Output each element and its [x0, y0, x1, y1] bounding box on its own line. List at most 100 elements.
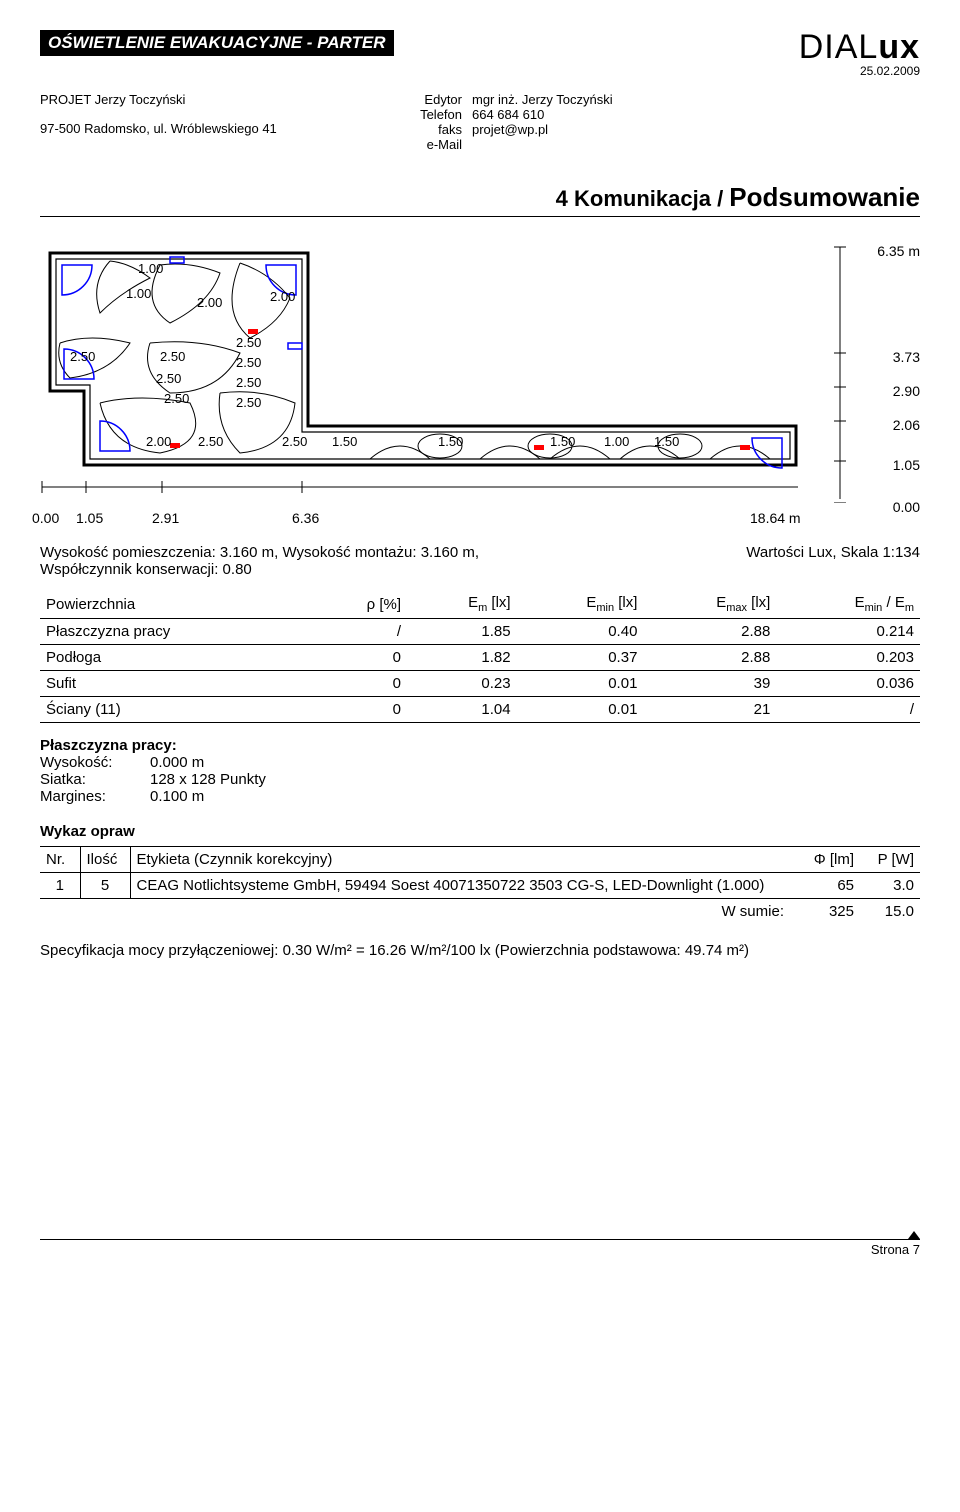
company: PROJET Jerzy Toczyński [40, 92, 400, 107]
luminaire-table: Nr.IlośćEtykieta (Czynnik korekcyjny)Φ [… [40, 846, 920, 924]
y-tick: 6.35 m [877, 243, 920, 259]
lum-qty: 5 [80, 873, 130, 899]
lum-nr: 1 [40, 873, 80, 899]
cell: Podłoga [40, 645, 314, 671]
svg-text:1.50: 1.50 [654, 434, 679, 449]
logo-light: DIAL [799, 28, 879, 66]
label-email: e-Mail [400, 137, 462, 152]
section-main: Podsumowanie [729, 182, 920, 212]
cell: Sufit [40, 671, 314, 697]
table-row: Ściany (11)01.040.0121/ [40, 697, 920, 723]
y-tick: 2.90 [893, 383, 920, 399]
table-row: Podłoga01.820.372.880.203 [40, 645, 920, 671]
specs-title: Płaszczyzna pracy: [40, 737, 920, 754]
label-phone: Telefon [400, 107, 462, 122]
contact-values: mgr inż. Jerzy Toczyński 664 684 610 pro… [462, 92, 613, 152]
lum-col: Ilość [80, 847, 130, 873]
editor: mgr inż. Jerzy Toczyński [472, 92, 613, 107]
header: OŚWIETLENIE EWAKUACYJNE - PARTER DIALux … [40, 30, 920, 78]
col-header: Emax [lx] [643, 590, 776, 619]
footer: Strona 7 [40, 1239, 920, 1257]
spec-label: Margines: [40, 788, 150, 805]
col-header: Emin [lx] [517, 590, 644, 619]
label-fax: faks [400, 122, 462, 137]
cell: Ściany (11) [40, 697, 314, 723]
svg-text:2.50: 2.50 [70, 349, 95, 364]
svg-text:2.50: 2.50 [236, 335, 261, 350]
power-spec: Specyfikacja mocy przyłączeniowej: 0.30 … [40, 942, 920, 959]
cell: 0.40 [517, 619, 644, 645]
table-row: Sufit00.230.01390.036 [40, 671, 920, 697]
x-tick: 18.64 m [750, 510, 801, 526]
cell: 0.01 [517, 671, 644, 697]
cell: 0 [314, 697, 407, 723]
svg-text:1.00: 1.00 [604, 434, 629, 449]
lum-sum: W sumie:32515.0 [40, 899, 920, 925]
cell: 21 [643, 697, 776, 723]
sum-label: W sumie: [40, 899, 790, 925]
meta-line: Wysokość pomieszczenia: 3.160 m, Wysokoś… [40, 544, 920, 578]
lum-col: P [W] [860, 847, 920, 873]
company-info: PROJET Jerzy Toczyński 97-500 Radomsko, … [40, 92, 400, 152]
logo-block: DIALux 25.02.2009 [799, 30, 920, 78]
x-axis: 0.001.052.916.3618.64 m [40, 510, 850, 528]
up-triangle-icon [908, 1231, 920, 1239]
x-tick: 1.05 [76, 510, 103, 526]
svg-text:1.00: 1.00 [126, 286, 151, 301]
spec-row: Siatka:128 x 128 Punkty [40, 771, 920, 788]
date: 25.02.2009 [799, 64, 920, 78]
svg-text:2.50: 2.50 [198, 434, 223, 449]
spec-value: 0.100 m [150, 788, 204, 805]
x-tick: 6.36 [292, 510, 319, 526]
x-tick: 2.91 [152, 510, 179, 526]
svg-text:2.50: 2.50 [236, 355, 261, 370]
svg-text:2.50: 2.50 [164, 391, 189, 406]
svg-text:2.00: 2.00 [270, 289, 295, 304]
contact-labels: Edytor Telefon faks e-Mail [400, 92, 462, 152]
col-header: ρ [%] [314, 590, 407, 619]
doc-title: OŚWIETLENIE EWAKUACYJNE - PARTER [40, 30, 394, 56]
col-header: Emin / Em [776, 590, 920, 619]
cell: 1.85 [407, 619, 517, 645]
cell: 1.82 [407, 645, 517, 671]
lum-col: Etykieta (Czynnik korekcyjny) [130, 847, 790, 873]
svg-text:1.50: 1.50 [332, 434, 357, 449]
sum-w: 15.0 [860, 899, 920, 925]
col-header: Em [lx] [407, 590, 517, 619]
lum-w: 3.0 [860, 873, 920, 899]
svg-text:1.50: 1.50 [550, 434, 575, 449]
cell: 0.214 [776, 619, 920, 645]
cell: 39 [643, 671, 776, 697]
section-title: 4 Komunikacja / Podsumowanie [40, 182, 920, 217]
meta-l1: Wysokość pomieszczenia: 3.160 m, Wysokoś… [40, 544, 479, 561]
floorplan-svg: 1.00 1.00 2.00 2.00 2.50 2.50 2.50 2.50 2.50 2.50… [40, 243, 800, 503]
cell: 0.203 [776, 645, 920, 671]
cell: / [314, 619, 407, 645]
address: 97-500 Radomsko, ul. Wróblewskiego 41 [40, 121, 400, 136]
cell: 0.23 [407, 671, 517, 697]
cell: 2.88 [643, 645, 776, 671]
cell: 0 [314, 645, 407, 671]
spec-label: Wysokość: [40, 754, 150, 771]
col-header: Powierzchnia [40, 590, 314, 619]
diagram-main: 1.00 1.00 2.00 2.00 2.50 2.50 2.50 2.50 2.50 2.50… [40, 243, 850, 528]
svg-text:1.00: 1.00 [138, 261, 163, 276]
x-tick: 0.00 [32, 510, 59, 526]
svg-text:2.00: 2.00 [197, 295, 222, 310]
y-tick: 3.73 [893, 349, 920, 365]
svg-text:2.50: 2.50 [160, 349, 185, 364]
svg-text:1.50: 1.50 [438, 434, 463, 449]
svg-text:2.50: 2.50 [282, 434, 307, 449]
spec-label: Siatka: [40, 771, 150, 788]
svg-text:2.50: 2.50 [236, 375, 261, 390]
svg-text:2.00: 2.00 [146, 434, 171, 449]
meta-l2: Współczynnik konserwacji: 0.80 [40, 561, 479, 578]
spec-row: Wysokość:0.000 m [40, 754, 920, 771]
meta-left: Wysokość pomieszczenia: 3.160 m, Wysokoś… [40, 544, 479, 578]
lum-row: 15CEAG Notlichtsysteme GmbH, 59494 Soest… [40, 873, 920, 899]
cell: Płaszczyzna pracy [40, 619, 314, 645]
lum-col: Nr. [40, 847, 80, 873]
cell: 1.04 [407, 697, 517, 723]
lum-lm: 65 [790, 873, 860, 899]
y-tick: 2.06 [893, 417, 920, 433]
